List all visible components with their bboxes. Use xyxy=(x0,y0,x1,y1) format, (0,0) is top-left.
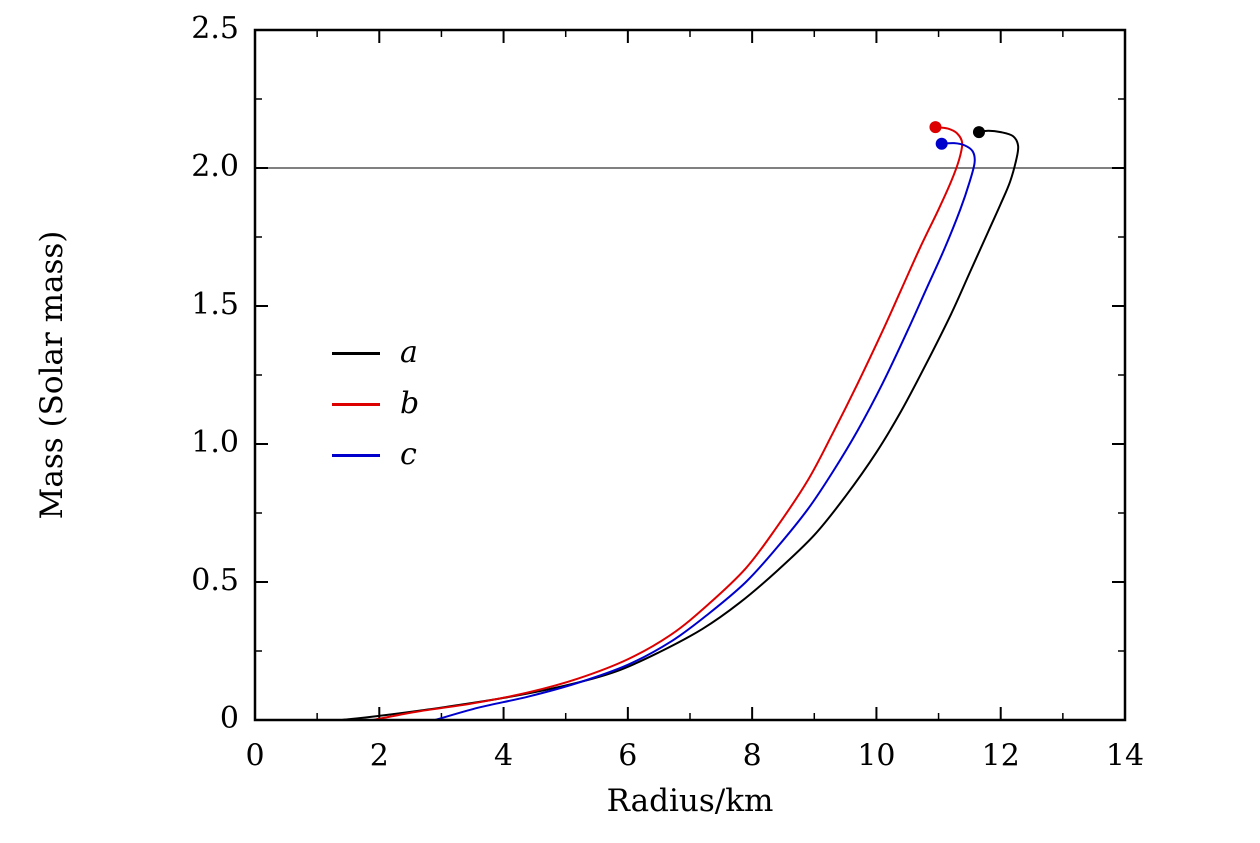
series-curve-b xyxy=(372,126,964,721)
y-tick-label: 0 xyxy=(220,701,239,736)
legend-label: a xyxy=(400,335,418,370)
max-mass-marker-b xyxy=(929,121,942,134)
x-tick-label: 6 xyxy=(618,739,637,774)
legend-line-swatch xyxy=(332,351,380,355)
max-mass-marker-a xyxy=(972,126,985,139)
y-tick-label: 2.5 xyxy=(191,11,239,46)
y-tick-label: 2.0 xyxy=(191,149,239,184)
x-tick-label: 0 xyxy=(245,739,264,774)
plot-frame xyxy=(253,28,1127,722)
legend-line-swatch xyxy=(332,453,380,457)
series-curve-a xyxy=(341,129,1020,721)
y-tick-label: 1.0 xyxy=(191,425,239,460)
series-curve-c xyxy=(434,142,976,721)
legend-label: b xyxy=(400,386,420,421)
y-tick-label: 0.5 xyxy=(191,563,239,598)
max-mass-marker-c xyxy=(935,137,948,150)
x-tick-label: 8 xyxy=(743,739,762,774)
x-tick-label: 12 xyxy=(982,739,1020,774)
y-axis-title: Mass (Solar mass) xyxy=(34,230,70,520)
x-tick-label: 10 xyxy=(857,739,895,774)
x-tick-label: 2 xyxy=(370,739,389,774)
legend-item-b: b xyxy=(332,387,419,421)
x-axis-title: Radius/km xyxy=(606,783,774,819)
legend-label: c xyxy=(400,437,417,472)
legend-item-c: c xyxy=(332,438,419,472)
legend-item-a: a xyxy=(332,336,419,370)
x-tick-label: 4 xyxy=(494,739,513,774)
x-tick-label: 14 xyxy=(1106,739,1144,774)
y-tick-label: 1.5 xyxy=(191,287,239,322)
legend-line-swatch xyxy=(332,402,380,406)
